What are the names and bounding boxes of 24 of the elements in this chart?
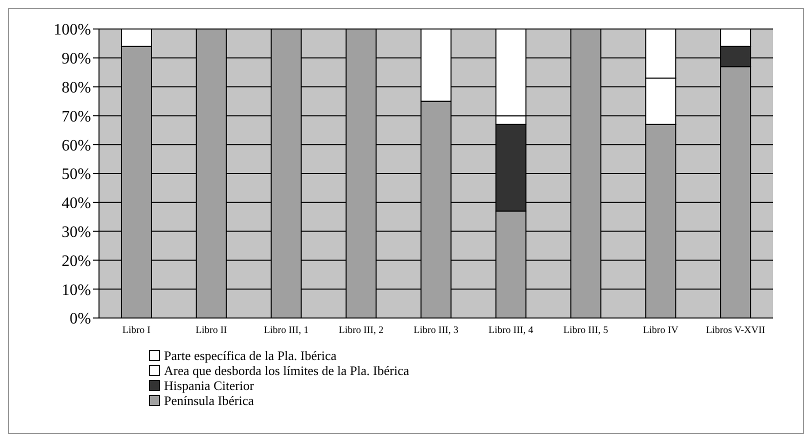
legend-label: Península Ibérica — [164, 393, 254, 408]
x-tick-label: Libro IV — [643, 325, 680, 336]
y-tick-label: 0% — [70, 310, 91, 328]
y-tick-label: 30% — [62, 224, 91, 241]
legend-label: Parte específica de la Pla. Ibérica — [164, 348, 337, 363]
x-tick-label: Libro III, 5 — [563, 325, 608, 336]
y-tick-label: 50% — [62, 166, 91, 184]
x-tick-label: Libro III, 4 — [488, 325, 534, 336]
x-tick-label: Libro I — [122, 325, 150, 336]
x-tick-label: Libro II — [196, 325, 228, 336]
x-tick-label: Libros V-XVII — [706, 325, 766, 336]
x-tick-label: Libro III, 1 — [264, 325, 309, 336]
y-tick-label: 40% — [62, 195, 91, 212]
y-tick-label: 20% — [62, 252, 91, 270]
x-tick-label: Libro III, 3 — [414, 325, 458, 336]
y-tick-label: 100% — [54, 22, 91, 39]
y-tick-label: 90% — [62, 50, 91, 68]
y-tick-label: 80% — [62, 79, 91, 96]
legend-label: Area que desborda los límites de la Pla. Ibérica — [164, 363, 410, 378]
x-tick-label: Libro III, 2 — [338, 325, 384, 336]
y-tick-label: 10% — [62, 282, 91, 299]
y-tick-label: 70% — [62, 108, 91, 126]
y-tick-label: 60% — [62, 137, 91, 154]
legend-label: Hispania Citerior — [164, 378, 254, 393]
